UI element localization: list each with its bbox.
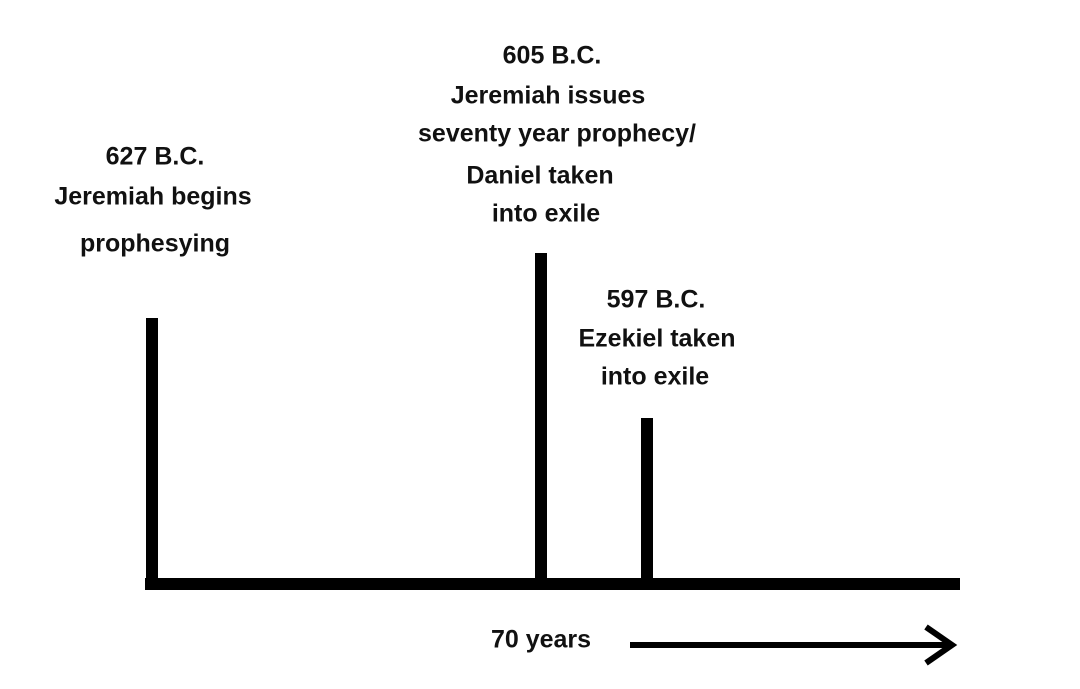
span-label: 70 years <box>491 626 591 654</box>
span-arrow <box>630 624 958 666</box>
event-text: seventy year prophecy/ <box>418 120 696 148</box>
event-text: Ezekiel taken <box>578 325 735 353</box>
event-date: 627 B.C. <box>106 143 205 171</box>
event-text: Jeremiah issues <box>451 82 646 110</box>
event-text: Daniel taken <box>466 162 613 190</box>
event-date: 605 B.C. <box>503 42 602 70</box>
arrow-head <box>924 624 958 666</box>
timeline-lines <box>145 253 960 590</box>
event-text: into exile <box>601 363 709 391</box>
event-text: prophesying <box>80 230 230 258</box>
event-text: into exile <box>492 200 600 228</box>
event-text: Jeremiah begins <box>54 183 251 211</box>
event-date: 597 B.C. <box>607 286 706 314</box>
